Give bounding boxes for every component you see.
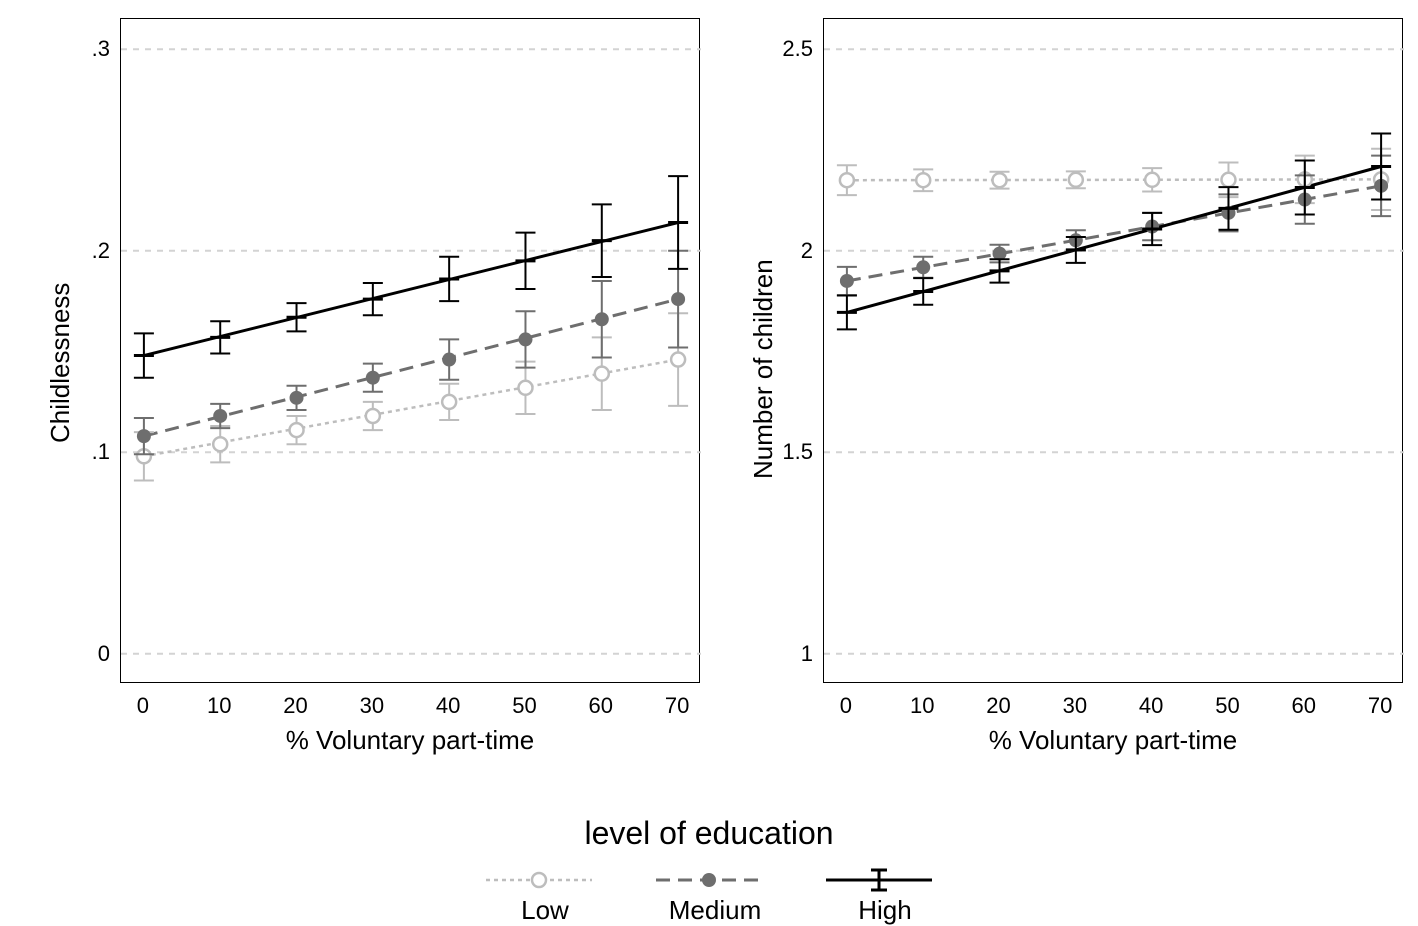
marker-low	[671, 353, 685, 367]
xtick-label: 70	[1368, 693, 1392, 719]
ytick-label: .1	[60, 439, 110, 465]
marker-medium	[213, 409, 227, 423]
ytick-label: 1	[763, 641, 813, 667]
xtick-label: 0	[840, 693, 852, 719]
marker-low	[1069, 173, 1083, 187]
marker-medium	[916, 260, 930, 274]
xtick-label: 40	[1139, 693, 1163, 719]
legend-swatch-high	[824, 865, 934, 895]
marker-low	[213, 437, 227, 451]
chart-svg-right	[824, 19, 1404, 684]
xtick-label: 30	[360, 693, 384, 719]
chart-svg-left	[121, 19, 701, 684]
chart-panel-left	[120, 18, 700, 683]
xlabel-left: % Voluntary part-time	[120, 725, 700, 756]
marker-low	[290, 423, 304, 437]
xtick-label: 20	[986, 693, 1010, 719]
xtick-label: 40	[436, 693, 460, 719]
xtick-label: 60	[1292, 693, 1316, 719]
xtick-label: 50	[1215, 693, 1239, 719]
marker-medium	[366, 371, 380, 385]
ytick-label: .3	[60, 36, 110, 62]
xtick-label: 50	[512, 693, 536, 719]
marker-medium	[840, 274, 854, 288]
marker-medium	[518, 332, 532, 346]
ytick-label: .2	[60, 238, 110, 264]
legend-row: Low Medium High	[0, 865, 1418, 926]
ylabel-right: Number of children	[748, 260, 779, 480]
ytick-label: 0	[60, 641, 110, 667]
legend-item-medium: Medium	[654, 865, 764, 926]
xtick-label: 0	[137, 693, 149, 719]
marker-medium	[137, 429, 151, 443]
marker-low	[840, 173, 854, 187]
marker-medium	[442, 353, 456, 367]
marker-medium	[290, 391, 304, 405]
marker-medium	[671, 292, 685, 306]
figure-root: 0.1.2.3010203040506070Childlessness% Vol…	[0, 0, 1418, 919]
xtick-label: 30	[1063, 693, 1087, 719]
marker-low	[916, 173, 930, 187]
series-line-high	[144, 223, 678, 356]
ylabel-left: Childlessness	[45, 283, 76, 443]
xtick-label: 70	[665, 693, 689, 719]
marker-low	[1145, 173, 1159, 187]
xtick-label: 10	[207, 693, 231, 719]
marker-low	[366, 409, 380, 423]
marker-medium	[595, 312, 609, 326]
marker-low	[595, 367, 609, 381]
marker-low	[518, 381, 532, 395]
legend-label-low: Low	[521, 895, 569, 925]
ytick-label: 2.5	[763, 36, 813, 62]
xtick-label: 10	[910, 693, 934, 719]
legend-item-high: High	[824, 865, 934, 926]
legend-label-high: High	[858, 895, 911, 925]
chart-panel-right	[823, 18, 1403, 683]
xtick-label: 60	[589, 693, 613, 719]
marker-low	[1221, 173, 1235, 187]
legend-item-low: Low	[484, 865, 594, 926]
legend-swatch-low	[484, 865, 594, 895]
legend-swatch-medium	[654, 865, 764, 895]
marker-low	[993, 173, 1007, 187]
xtick-label: 20	[283, 693, 307, 719]
legend-label-medium: Medium	[669, 895, 761, 925]
legend-title: level of education	[0, 815, 1418, 852]
xlabel-right: % Voluntary part-time	[823, 725, 1403, 756]
marker-low	[442, 395, 456, 409]
